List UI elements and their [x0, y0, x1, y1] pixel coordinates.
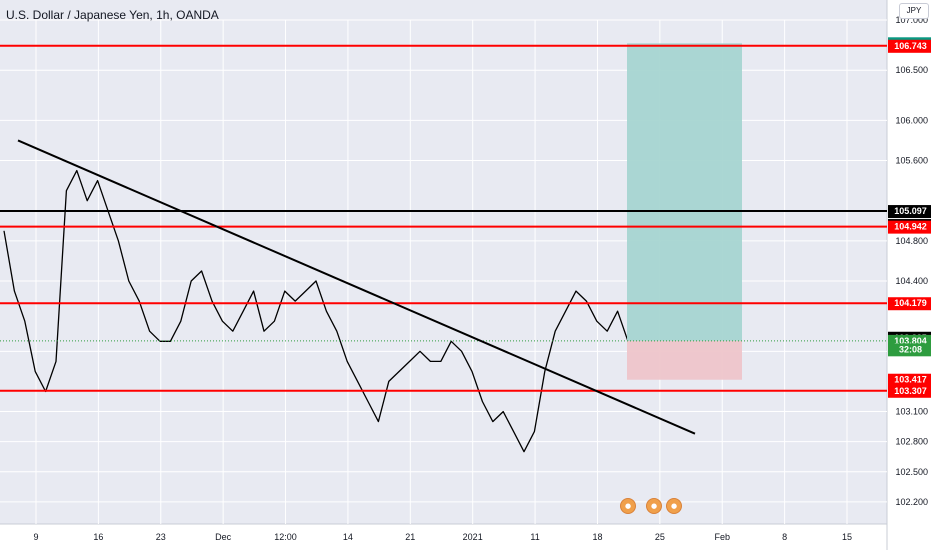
y-tick-label: 102.200: [895, 497, 928, 507]
x-tick-label: 23: [156, 532, 166, 542]
x-tick-label: 11: [530, 532, 539, 542]
x-tick-label: 15: [842, 532, 852, 542]
us-flag-event-icon[interactable]: ●: [620, 498, 636, 514]
y-tick-label: 103.100: [895, 407, 928, 417]
y-tick-label: 102.500: [895, 467, 928, 477]
price-label-text: 105.097: [894, 206, 927, 216]
price-label-text: 103.307: [894, 386, 927, 396]
price-label-badge[interactable]: [888, 384, 931, 398]
x-tick-label: Feb: [714, 532, 730, 542]
price-label-badge[interactable]: [888, 297, 931, 311]
price-label-badge[interactable]: [888, 373, 931, 387]
x-tick-label: 12:00: [274, 532, 297, 542]
currency-badge[interactable]: JPY: [899, 3, 929, 19]
chart-title: U.S. Dollar / Japanese Yen, 1h, OANDA: [6, 8, 219, 22]
y-tick-label: 105.600: [895, 156, 928, 166]
y-tick-label: 102.800: [895, 437, 928, 447]
stop-zone[interactable]: [627, 340, 742, 380]
y-tick-label: 106.000: [895, 115, 928, 125]
x-tick-label: 18: [592, 532, 602, 542]
price-label-badge[interactable]: [888, 343, 931, 357]
y-tick-label: 104.800: [895, 236, 928, 246]
us-flag-event-icon[interactable]: ●: [666, 498, 682, 514]
price-label-text: 104.179: [894, 298, 927, 308]
x-tick-label: 2021: [463, 532, 483, 542]
x-tick-label: Dec: [215, 532, 232, 542]
y-tick-label: 107.000: [895, 15, 928, 25]
price-label-text: 32:08: [899, 344, 922, 354]
x-tick-label: 25: [655, 532, 665, 542]
x-tick-label: 21: [405, 532, 415, 542]
price-label-text: 106.743: [894, 41, 927, 51]
plot-background: [0, 0, 887, 524]
time-axis[interactable]: [0, 524, 887, 550]
y-tick-label: 104.400: [895, 276, 928, 286]
price-label-badge[interactable]: [888, 220, 931, 234]
price-label-text: 103.417: [894, 375, 927, 385]
price-label-text: 103.804: [894, 336, 927, 346]
x-tick-label: 16: [93, 532, 103, 542]
price-label-badge[interactable]: [888, 39, 931, 53]
target-zone[interactable]: [627, 43, 742, 341]
trendline[interactable]: [17, 139, 696, 435]
x-tick-label: 8: [782, 532, 787, 542]
price-axis[interactable]: [887, 0, 932, 550]
price-label-badge[interactable]: [888, 205, 931, 219]
us-flag-event-icon[interactable]: ●: [646, 498, 662, 514]
x-tick-label: 9: [33, 532, 38, 542]
y-tick-label: 106.500: [895, 65, 928, 75]
x-tick-label: 14: [343, 532, 353, 542]
price-label-text: 104.942: [894, 222, 927, 232]
